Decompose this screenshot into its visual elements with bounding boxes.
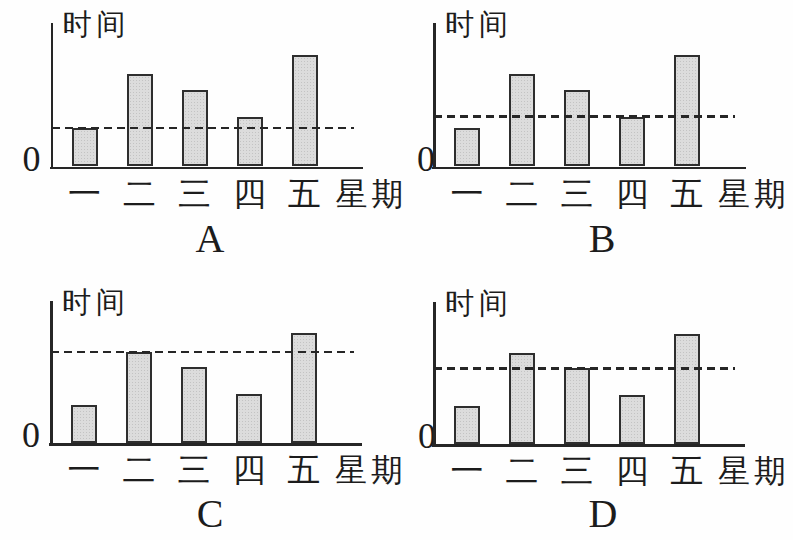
x-axis-line [432,167,746,170]
x-tick-label-三: 三 [178,454,211,487]
y-axis-label: 时间 [63,10,131,39]
x-tick-label-四: 四 [233,454,266,487]
bar-二 [127,74,153,166]
x-axis-unit-label: 星期 [718,178,790,210]
bar-二 [126,352,152,443]
y-axis-line [51,23,54,170]
x-tick-label-一: 一 [451,178,484,211]
x-tick-label-二: 二 [506,178,539,211]
x-tick-label-二: 二 [506,455,539,488]
bar-四 [237,117,263,167]
x-tick-label-二: 二 [123,454,156,487]
bar-一 [72,128,98,166]
bar-二 [509,74,535,166]
average-dashed-line [52,127,354,130]
chart-option-a: 时间 0 星期 A 一二三四五 [0,0,400,270]
y-axis-line [433,302,436,447]
x-tick-label-四: 四 [616,178,649,211]
bar-四 [236,394,262,443]
y-axis-label: 时间 [62,288,130,317]
x-tick-label-三: 三 [561,455,594,488]
y-axis-line [50,301,53,446]
x-tick-label-一: 一 [451,455,484,488]
y-axis-label: 时间 [445,10,513,39]
x-tick-label-五: 五 [671,455,704,488]
origin-zero-label: 0 [23,141,41,177]
bar-五 [292,55,318,166]
bar-三 [564,368,590,444]
bar-一 [71,405,97,443]
average-dashed-line [434,367,735,370]
origin-zero-label: 0 [22,417,40,453]
chart-option-c: 时间 0 星期 C 一二三四五 [0,270,400,540]
x-tick-label-五: 五 [288,454,321,487]
x-axis-line [432,444,745,447]
x-tick-label-四: 四 [233,178,266,211]
x-axis-unit-label: 星期 [718,455,790,487]
option-letter-c: C [197,494,224,534]
bar-三 [181,367,207,443]
chart-option-b: 时间 0 星期 B 一二三四五 [393,0,793,270]
average-dashed-line [51,351,354,354]
x-tick-label-五: 五 [288,178,321,211]
y-axis-line [433,23,436,170]
x-tick-label-五: 五 [671,178,704,211]
x-tick-label-二: 二 [123,178,156,211]
option-letter-d: D [589,494,618,534]
bar-四 [619,117,645,167]
y-axis-label: 时间 [445,289,513,318]
option-letter-a: A [196,219,225,259]
bar-五 [674,334,700,444]
x-tick-label-一: 一 [68,178,101,211]
bar-一 [454,406,480,444]
x-axis-line [49,443,362,446]
bar-四 [619,395,645,444]
figure-weekly-time-bar-charts: 时间 0 星期 A 一二三四五 时间 0 星期 B 一二三四五 时间 0 星期 … [0,0,793,540]
x-tick-label-三: 三 [178,178,211,211]
average-dashed-line [434,115,735,118]
bar-五 [674,55,700,166]
x-tick-label-三: 三 [561,178,594,211]
bar-五 [291,333,317,443]
bar-三 [564,90,590,167]
chart-option-d: 时间 0 星期 D 一二三四五 [393,270,793,540]
x-tick-label-四: 四 [616,455,649,488]
option-letter-b: B [589,219,616,259]
bar-一 [454,128,480,166]
x-axis-line [50,167,363,170]
x-tick-label-一: 一 [68,454,101,487]
